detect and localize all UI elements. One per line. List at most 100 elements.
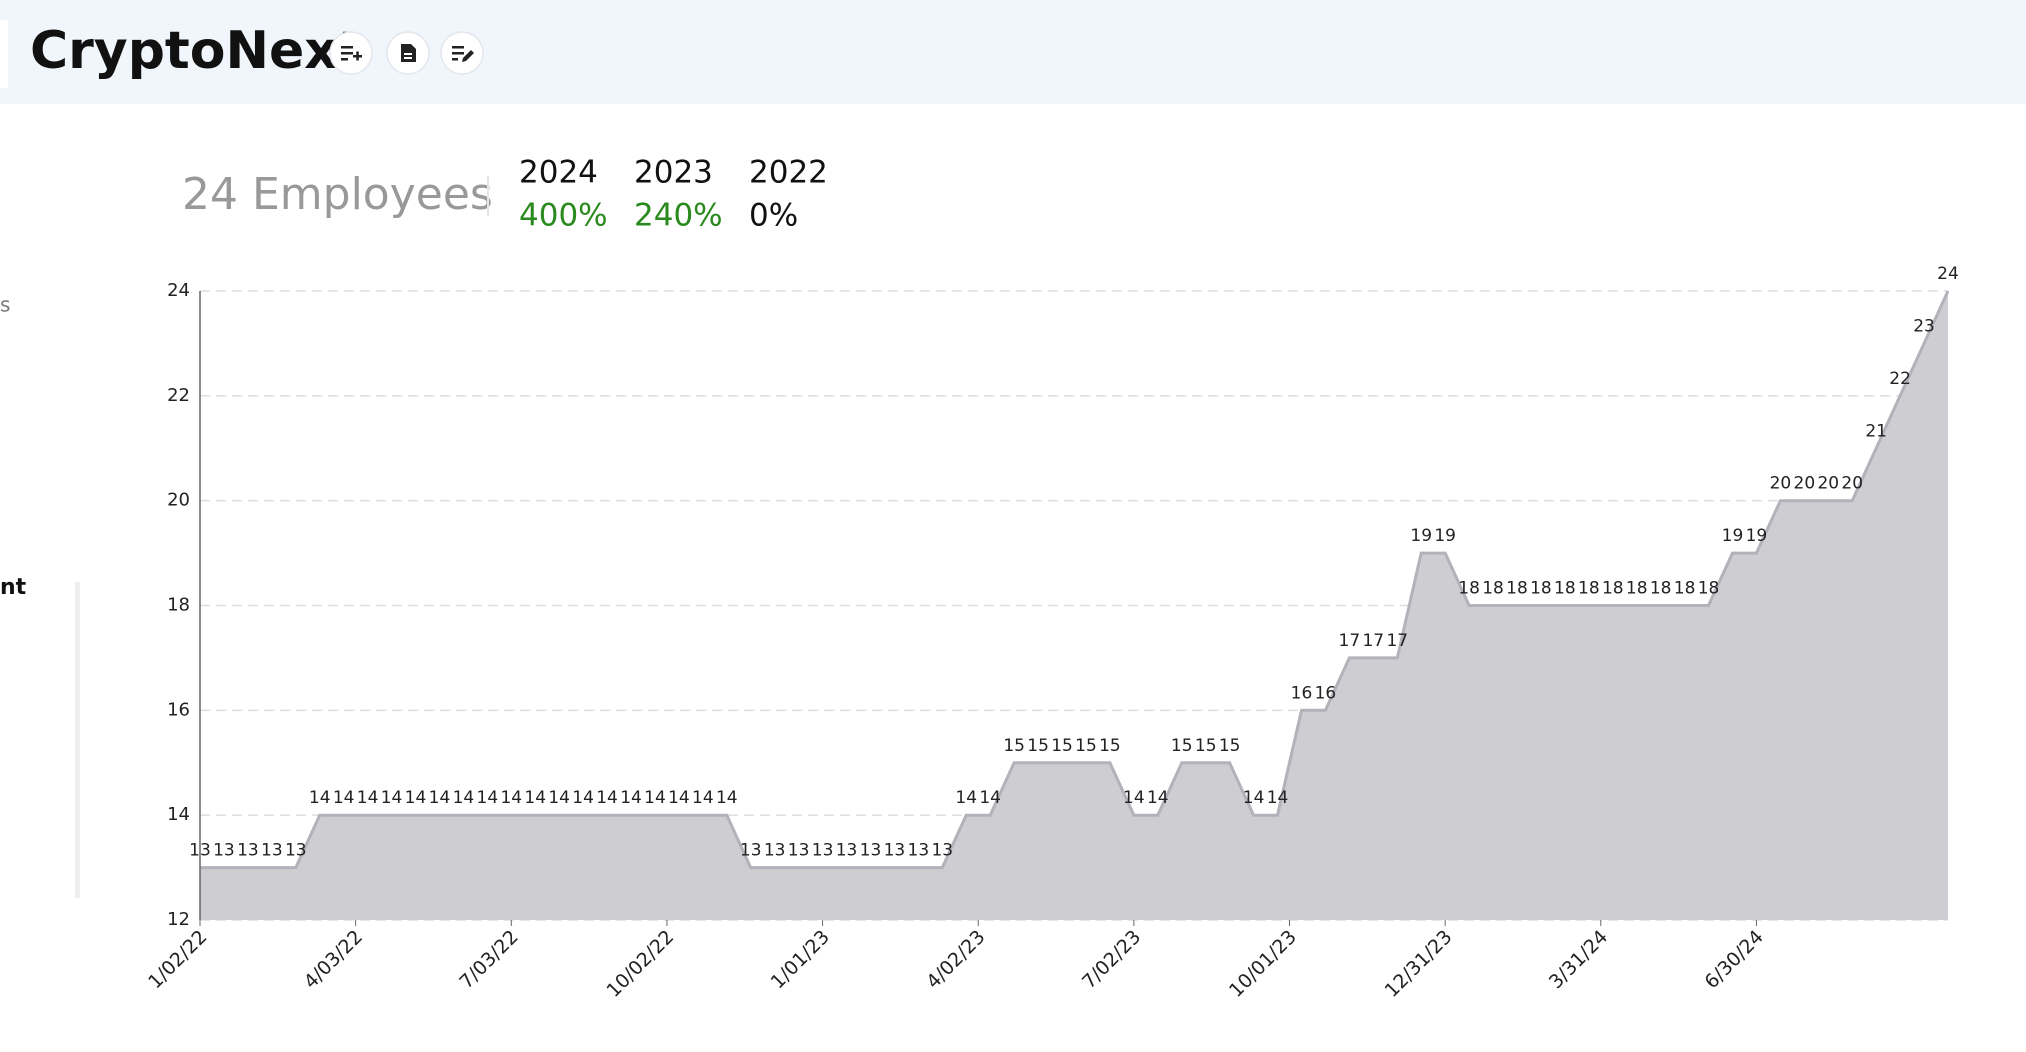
value-label: 18 (1626, 579, 1648, 599)
value-label: 13 (740, 841, 762, 861)
value-label: 22 (1889, 369, 1911, 389)
value-label: 13 (261, 841, 283, 861)
value-label: 13 (836, 841, 858, 861)
value-label: 24 (1937, 264, 1959, 284)
value-label: 18 (1530, 579, 1552, 599)
value-label: 15 (1027, 736, 1049, 756)
value-label: 16 (1291, 683, 1313, 703)
value-label: 13 (884, 841, 906, 861)
value-label: 18 (1506, 579, 1528, 599)
value-label: 13 (189, 841, 211, 861)
value-label: 13 (908, 841, 930, 861)
value-label: 15 (1003, 736, 1025, 756)
value-label: 14 (333, 788, 355, 808)
value-label: 19 (1722, 526, 1744, 546)
value-label: 15 (1195, 736, 1217, 756)
y-tick-label: 14 (167, 804, 190, 825)
year-change: 0% (749, 198, 798, 234)
x-tick-label: 7/03/22 (455, 926, 522, 993)
y-tick-label: 18 (167, 595, 190, 616)
value-label: 15 (1075, 736, 1097, 756)
value-label: 17 (1362, 631, 1384, 651)
value-label: 14 (429, 788, 451, 808)
value-label: 13 (764, 841, 786, 861)
x-tick-label: 1/02/22 (144, 926, 211, 993)
value-label: 18 (1698, 579, 1720, 599)
area (200, 291, 1948, 920)
y-tick-label: 22 (167, 385, 190, 406)
value-label: 14 (1147, 788, 1169, 808)
value-label: 15 (1051, 736, 1073, 756)
value-label: 23 (1913, 316, 1935, 336)
value-label: 18 (1602, 579, 1624, 599)
value-label: 20 (1794, 474, 1816, 494)
x-tick-label: 10/01/23 (1225, 926, 1301, 1002)
value-label: 14 (668, 788, 690, 808)
value-label: 13 (931, 841, 953, 861)
year-change: 240% (634, 198, 723, 234)
value-label: 14 (979, 788, 1001, 808)
value-label: 13 (213, 841, 235, 861)
sidebar-scrollbar (75, 582, 80, 898)
sidebar-fragment: s (0, 293, 10, 317)
value-label: 14 (477, 788, 499, 808)
value-label: 17 (1386, 631, 1408, 651)
x-tick-label: 7/02/23 (1078, 926, 1145, 993)
x-tick-label: 6/30/24 (1701, 926, 1768, 993)
value-label: 14 (381, 788, 403, 808)
x-tick-label: 4/03/22 (300, 926, 367, 993)
app-title: CryptoNext (30, 21, 363, 81)
value-label: 14 (620, 788, 642, 808)
value-label: 18 (1650, 579, 1672, 599)
value-label: 19 (1746, 526, 1768, 546)
value-label: 20 (1817, 474, 1839, 494)
value-label: 14 (1123, 788, 1145, 808)
toolbar-icons (341, 44, 474, 62)
x-tick-label: 1/01/23 (767, 926, 834, 993)
value-label: 18 (1674, 579, 1696, 599)
value-label: 13 (285, 841, 307, 861)
value-label: 18 (1554, 579, 1576, 599)
value-label: 15 (1099, 736, 1121, 756)
sidebar-fragment: nt (0, 575, 27, 600)
value-label: 13 (237, 841, 259, 861)
y-tick-label: 20 (167, 490, 190, 511)
value-label: 13 (860, 841, 882, 861)
x-tick-label: 10/02/22 (602, 926, 678, 1002)
value-label: 13 (788, 841, 810, 861)
x-tick-label: 4/02/23 (922, 926, 989, 993)
value-label: 17 (1339, 631, 1361, 651)
x-tick-label: 3/31/24 (1545, 926, 1612, 993)
year-change: 400% (519, 198, 608, 234)
year-label: 2022 (749, 155, 828, 191)
y-tick-label: 24 (167, 280, 190, 301)
value-label: 18 (1482, 579, 1504, 599)
value-label: 14 (357, 788, 379, 808)
value-label: 15 (1219, 736, 1241, 756)
value-label: 21 (1865, 421, 1887, 441)
value-label: 19 (1434, 526, 1456, 546)
y-tick-label: 12 (167, 909, 190, 930)
value-label: 14 (500, 788, 522, 808)
year-label: 2023 (634, 155, 713, 191)
value-label: 19 (1410, 526, 1432, 546)
value-label: 14 (548, 788, 570, 808)
value-label: 14 (405, 788, 427, 808)
value-label: 14 (955, 788, 977, 808)
line (200, 290, 1950, 870)
value-label: 14 (1267, 788, 1289, 808)
value-label: 14 (644, 788, 666, 808)
value-label: 14 (572, 788, 594, 808)
value-label: 14 (716, 788, 738, 808)
value-label: 14 (692, 788, 714, 808)
value-label: 13 (812, 841, 834, 861)
value-label: 14 (1243, 788, 1265, 808)
value-label: 18 (1458, 579, 1480, 599)
value-label: 18 (1578, 579, 1600, 599)
y-tick-label: 16 (167, 699, 190, 720)
value-label: 20 (1841, 474, 1863, 494)
value-label: 20 (1770, 474, 1792, 494)
value-label: 14 (453, 788, 475, 808)
